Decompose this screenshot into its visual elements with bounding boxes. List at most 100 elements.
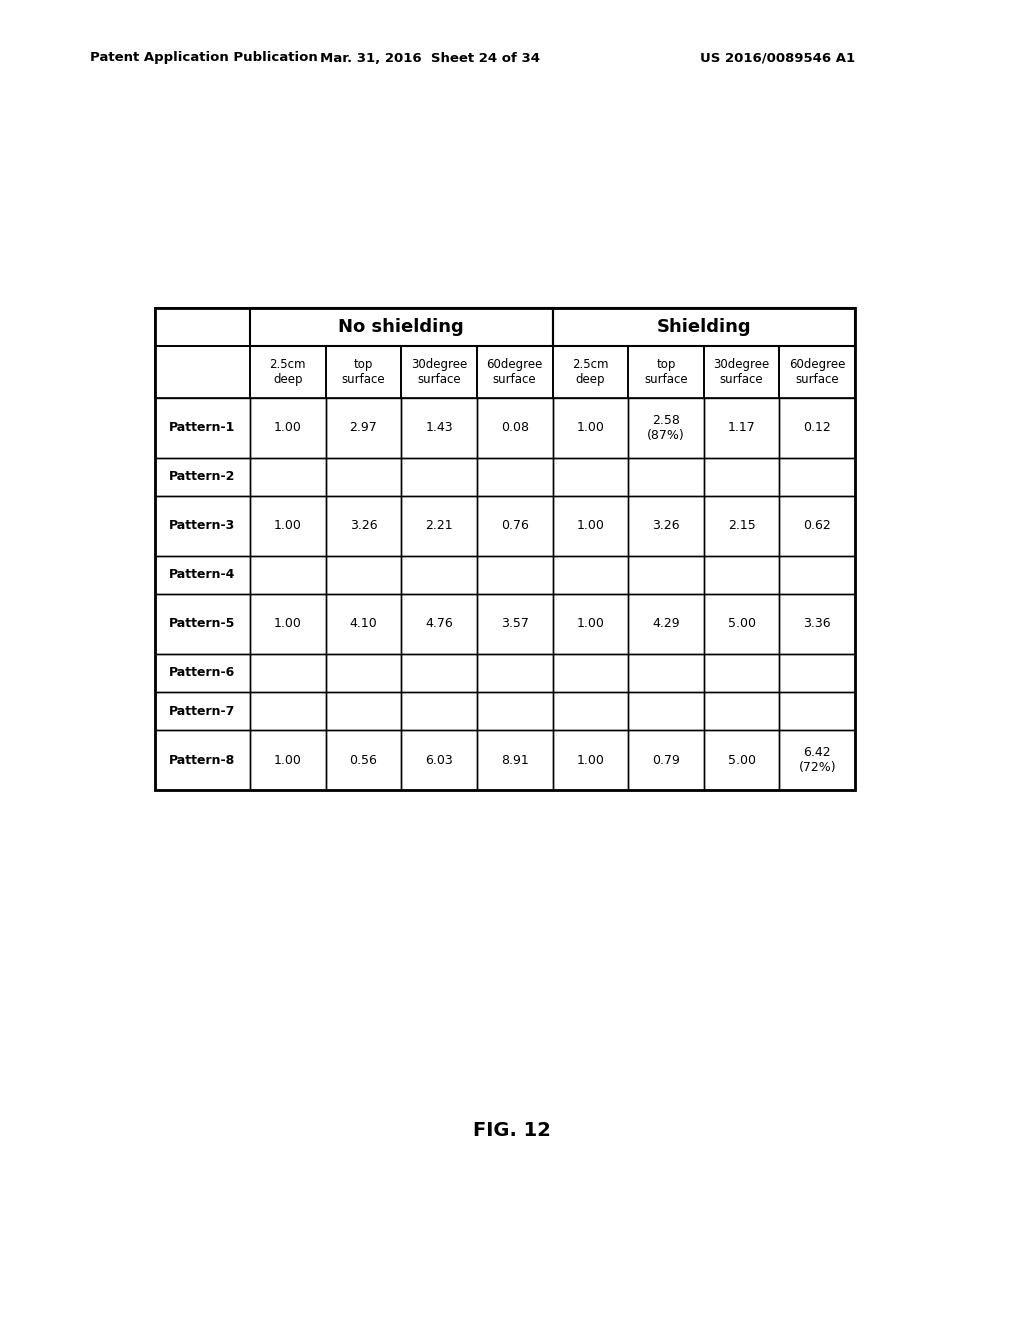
Bar [155,594,250,653]
Bar [401,730,477,789]
Bar [326,653,401,692]
Bar [155,308,855,789]
Bar [779,346,855,399]
Bar [628,346,703,399]
Bar [703,730,779,789]
Bar [553,594,628,653]
Bar [477,399,553,458]
Bar [477,458,553,496]
Text: top
surface: top surface [644,358,688,385]
Text: 1.43: 1.43 [425,421,453,434]
Bar [779,556,855,594]
Bar [401,594,477,653]
Text: No shielding: No shielding [338,318,464,337]
Bar [326,556,401,594]
Bar [628,458,703,496]
Bar [155,346,250,399]
Text: 0.56: 0.56 [349,754,378,767]
Text: Pattern-1: Pattern-1 [169,421,236,434]
Text: US 2016/0089546 A1: US 2016/0089546 A1 [700,51,855,65]
Text: 5.00: 5.00 [728,618,756,631]
Bar [628,730,703,789]
Bar [628,653,703,692]
Bar [477,556,553,594]
Bar [401,692,477,730]
Text: Pattern-4: Pattern-4 [169,569,236,581]
Text: 0.62: 0.62 [803,520,831,532]
Text: 5.00: 5.00 [728,754,756,767]
Bar [703,692,779,730]
Text: 4.29: 4.29 [652,618,680,631]
Text: 4.10: 4.10 [349,618,377,631]
Text: 2.97: 2.97 [349,421,377,434]
Bar [779,653,855,692]
Bar [628,496,703,556]
Bar [703,458,779,496]
Bar [553,496,628,556]
Bar [326,399,401,458]
Text: 1.17: 1.17 [728,421,756,434]
Bar [553,556,628,594]
Text: Mar. 31, 2016  Sheet 24 of 34: Mar. 31, 2016 Sheet 24 of 34 [319,51,540,65]
Text: 30degree
surface: 30degree surface [714,358,770,385]
Bar [250,556,326,594]
Text: Pattern-2: Pattern-2 [169,470,236,483]
Text: Pattern-3: Pattern-3 [169,520,236,532]
Bar [401,458,477,496]
Text: 1.00: 1.00 [577,618,604,631]
Text: Pattern-8: Pattern-8 [169,754,236,767]
Bar [703,594,779,653]
Text: 60degree
surface: 60degree surface [486,358,543,385]
Bar [477,653,553,692]
Text: 0.79: 0.79 [652,754,680,767]
Text: 30degree
surface: 30degree surface [411,358,467,385]
Bar [703,496,779,556]
Text: top
surface: top surface [342,358,385,385]
Bar [477,730,553,789]
Bar [155,556,250,594]
Bar [779,458,855,496]
Bar [553,346,628,399]
Text: FIG. 12: FIG. 12 [473,1121,551,1139]
Text: Pattern-5: Pattern-5 [169,618,236,631]
Bar [779,594,855,653]
Bar [155,692,250,730]
Bar [553,730,628,789]
Text: 2.58
(87%): 2.58 (87%) [647,414,685,442]
Text: Pattern-6: Pattern-6 [169,667,236,680]
Bar [250,692,326,730]
Bar [250,594,326,653]
Bar [155,308,250,346]
Bar [155,496,250,556]
Bar [779,496,855,556]
Text: 1.00: 1.00 [577,421,604,434]
Bar [326,496,401,556]
Bar [477,496,553,556]
Text: 1.00: 1.00 [273,520,302,532]
Text: 2.15: 2.15 [728,520,756,532]
Bar [401,496,477,556]
Bar [553,653,628,692]
Bar [553,692,628,730]
Bar [779,730,855,789]
Bar [703,399,779,458]
Bar [553,399,628,458]
Bar [477,594,553,653]
Bar [703,346,779,399]
Bar [326,458,401,496]
Text: 1.00: 1.00 [577,754,604,767]
Text: 3.26: 3.26 [349,520,377,532]
Text: 0.08: 0.08 [501,421,528,434]
Text: 1.00: 1.00 [273,618,302,631]
Bar [250,458,326,496]
Bar [703,653,779,692]
Bar [155,653,250,692]
Bar [401,399,477,458]
Bar [250,730,326,789]
Text: 3.57: 3.57 [501,618,528,631]
Text: 1.00: 1.00 [273,421,302,434]
Bar [155,730,250,789]
Bar [628,692,703,730]
Bar [553,308,855,346]
Bar [628,399,703,458]
